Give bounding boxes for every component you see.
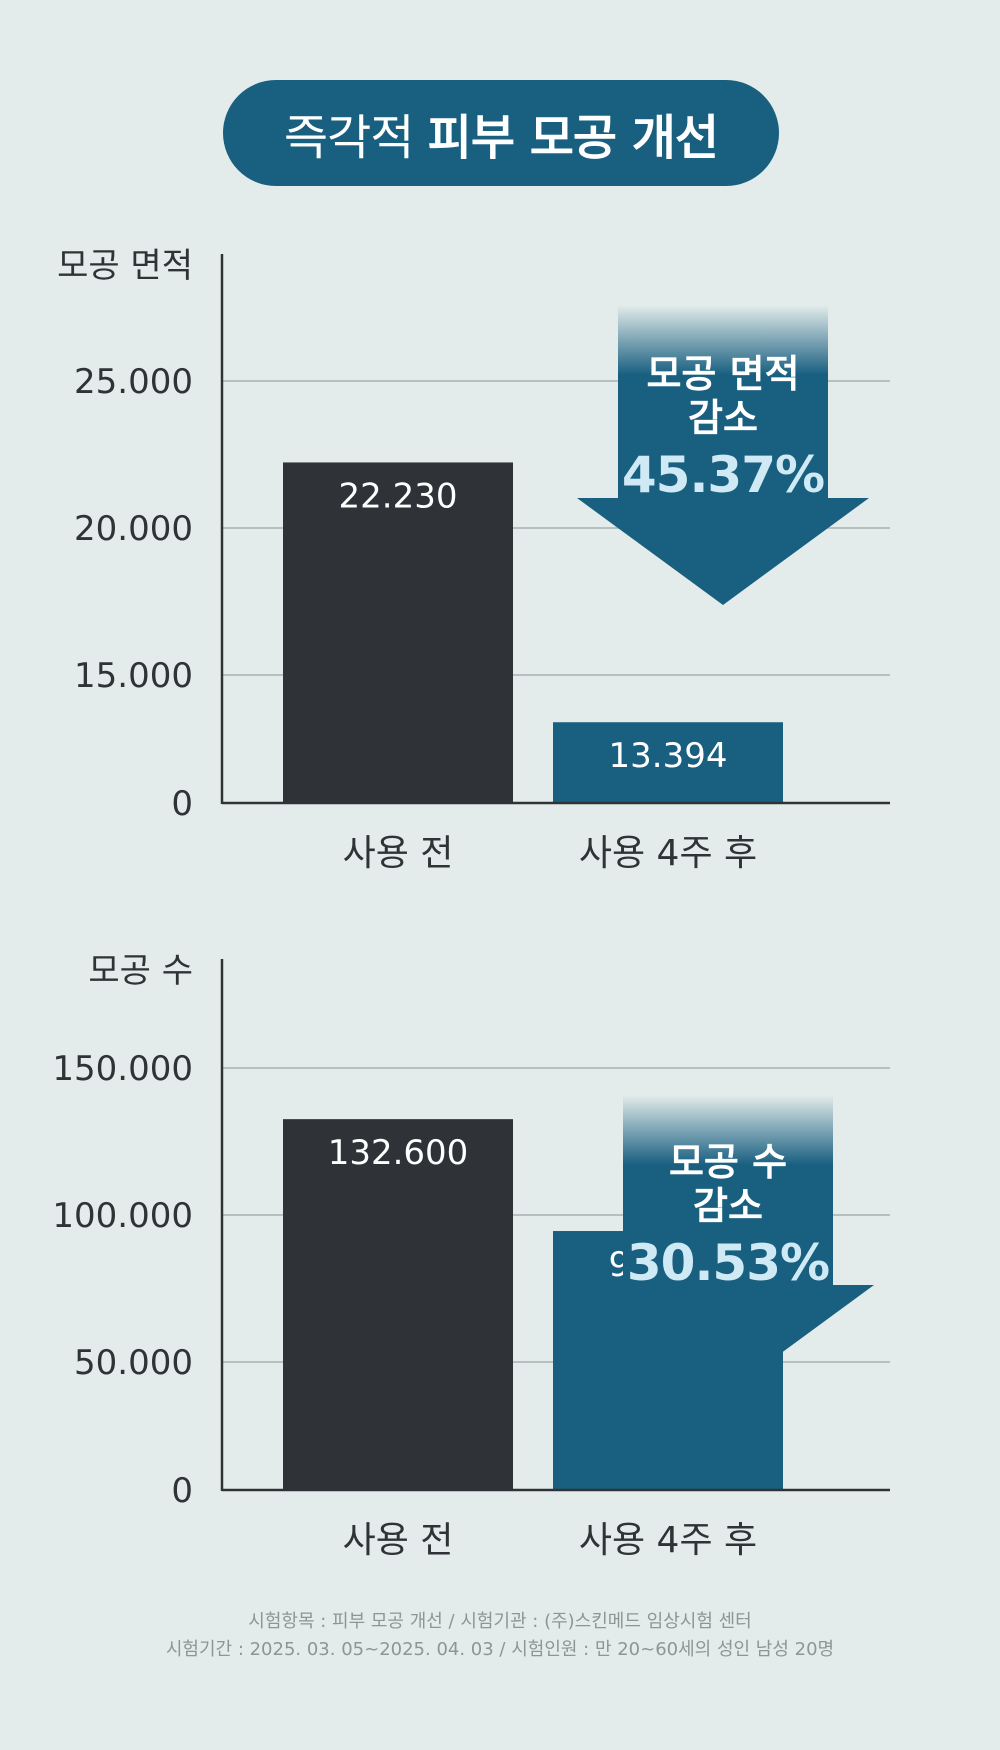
x-category-label: 사용 전 [343,833,454,874]
y-tick-label: 150.000 [52,1049,193,1089]
bar-value-label: 13.394 [609,736,728,776]
callout-decrease: 감소 [693,1184,763,1228]
x-category-label: 사용 4주 후 [579,833,757,874]
arrow-shaft-fade [618,305,828,375]
pore-area-chart: 0 15.000 20.000 25.000 모공 면적 22.230 사용 전 13.394… [57,246,890,874]
decrease-arrow [582,1165,874,1392]
callout-percent: 45.37% [622,446,824,504]
y-axis-label: 모공 수 [88,951,193,991]
x-category-label: 사용 전 [343,1520,454,1561]
y-tick-label: 25.000 [74,362,193,402]
callout-decrease: 감소 [688,396,758,440]
y-tick-label: 20.000 [74,509,193,549]
arrow-shaft-fade [623,1095,833,1165]
y-tick-label: 50.000 [74,1343,193,1383]
y-tick-label: 15.000 [74,656,193,696]
title-banner: 즉각적 피부 모공 개선 [223,80,779,186]
x-category-label: 사용 4주 후 [579,1520,757,1561]
title-bold: 피부 모공 개선 [427,110,719,166]
footnote-line-1: 시험항목 : 피부 모공 개선 / 시험기관 : (주)스킨메드 임상시험 센터 [248,1611,752,1632]
y-tick-label: 0 [171,1471,193,1511]
footnote: 시험항목 : 피부 모공 개선 / 시험기관 : (주)스킨메드 임상시험 센터… [0,1608,1000,1664]
bar-value-label: 132.600 [328,1133,469,1173]
bar-before [283,462,513,803]
y-tick-label: 100.000 [52,1196,193,1236]
bar-after [553,722,783,803]
bar-before [283,1119,513,1490]
callout-metric: 모공 면적 [646,352,799,396]
decrease-arrow [577,375,869,605]
y-tick-label: 0 [171,784,193,824]
callout-percent: 30.53% [627,1234,829,1292]
bar-value-label: 22.230 [339,476,458,516]
callout-metric: 모공 수 [669,1140,787,1184]
y-axis-label: 모공 면적 [57,246,193,286]
footnote-line-2: 시험기간 : 2025. 03. 05~2025. 04. 03 / 시험인원 … [165,1639,835,1660]
title-light: 즉각적 [283,110,414,166]
